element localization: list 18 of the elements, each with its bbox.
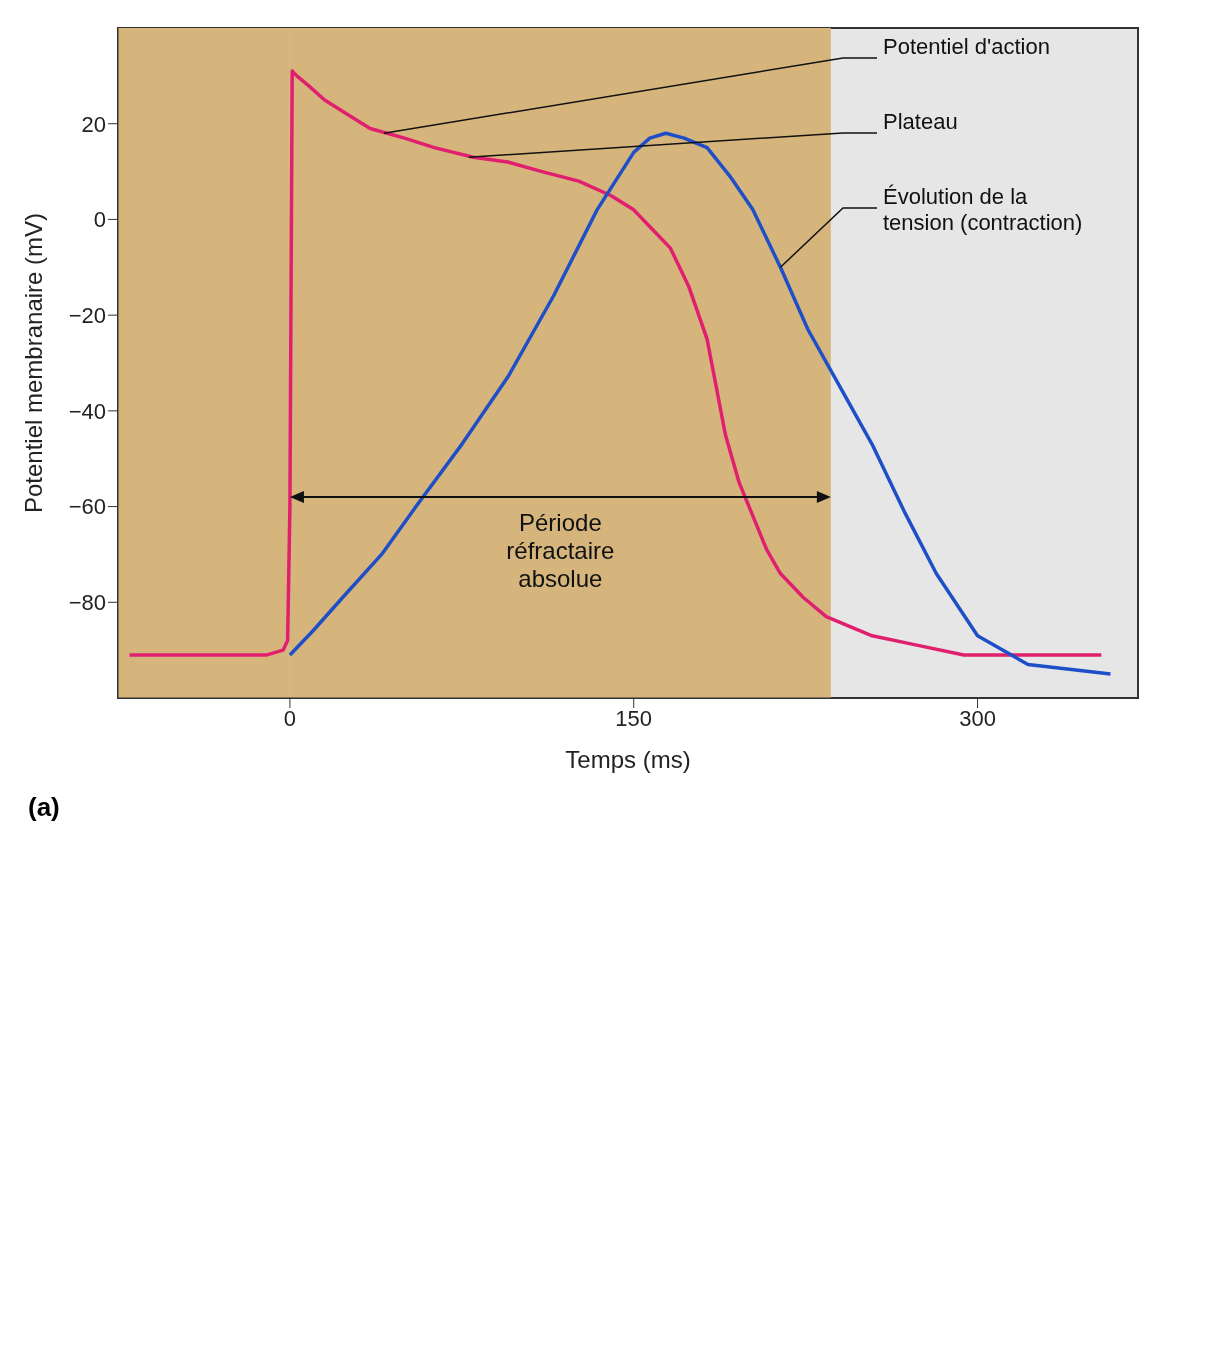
- y-tick-label: 20: [81, 111, 106, 137]
- y-tick-label: −20: [68, 302, 106, 328]
- annotation: Potentiel d'action: [883, 34, 1050, 59]
- annotation: Plateau: [883, 109, 958, 134]
- y-tick-label: −80: [68, 590, 106, 616]
- band-label: Période réfractaire absolue: [506, 509, 615, 592]
- annotation: Évolution de la tension (contraction): [883, 184, 1083, 235]
- x-tick-label: 0: [283, 705, 297, 731]
- y-tick-label: −40: [68, 398, 106, 424]
- line-series: [127, 69, 1104, 657]
- y-tick-label: 0: [93, 207, 106, 233]
- x-tick-label: 300: [959, 705, 996, 731]
- line-series: [288, 131, 1113, 676]
- y-axis-title: Potentiel membranaire (mV): [19, 212, 47, 514]
- x-tick-label: 150: [615, 705, 653, 731]
- text: (a): [28, 792, 60, 823]
- x-axis-title: Temps (ms): [565, 746, 691, 773]
- y-tick-label: −60: [68, 494, 106, 520]
